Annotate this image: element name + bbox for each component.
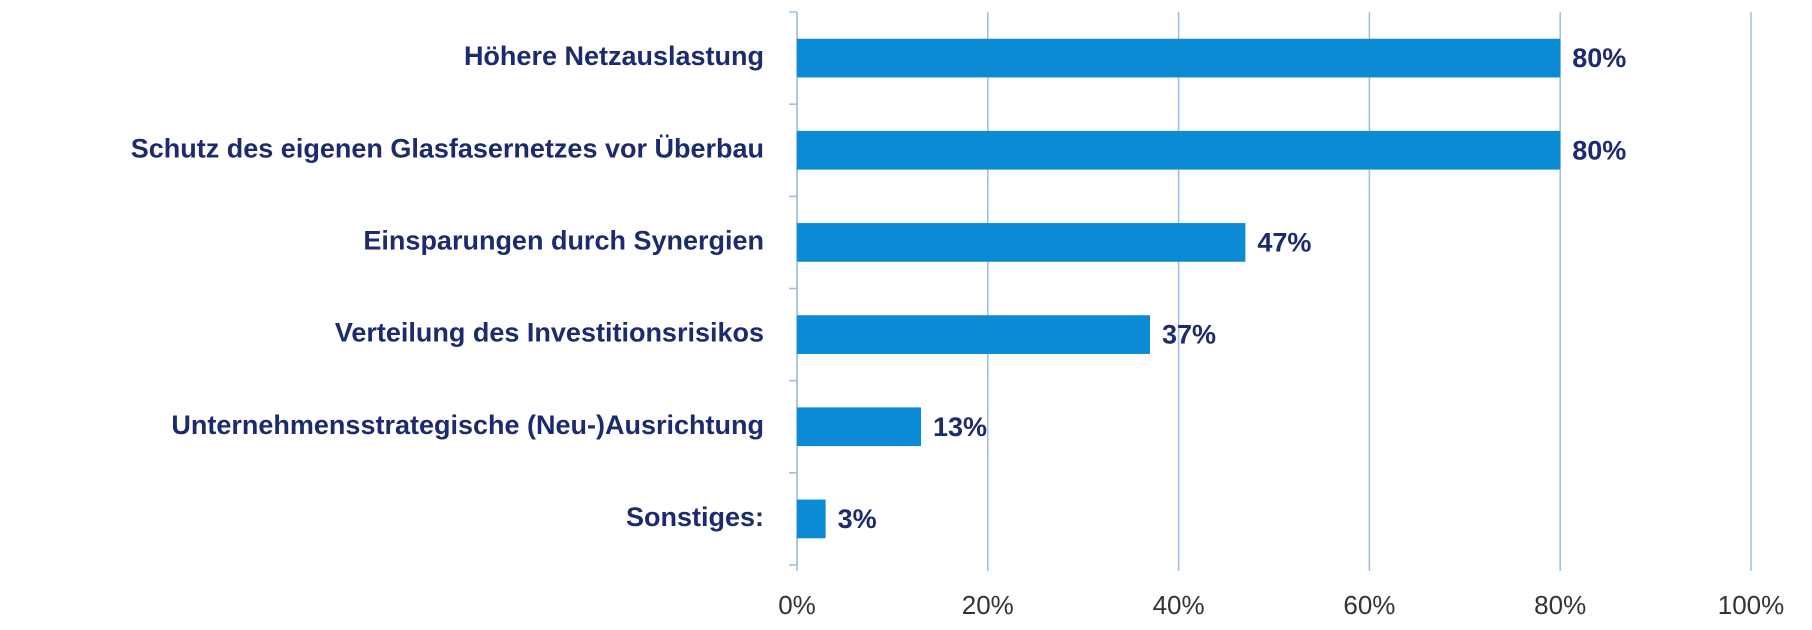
bar — [797, 407, 922, 447]
x-tick-label: 0% — [778, 590, 816, 620]
bar — [797, 315, 1150, 354]
value-label: 47% — [1257, 228, 1311, 258]
bar — [797, 223, 1246, 262]
x-tick-label: 40% — [1153, 590, 1205, 620]
value-label: 3% — [838, 504, 877, 534]
category-label: Verteilung des Investitionsrisikos — [335, 318, 764, 348]
value-label: 80% — [1572, 135, 1626, 165]
category-label: Schutz des eigenen Glasfasernetzes vor Ü… — [131, 133, 764, 163]
bar — [797, 130, 1561, 170]
bar — [797, 499, 826, 539]
value-label: 37% — [1162, 320, 1216, 350]
value-label: 13% — [933, 412, 987, 442]
category-label: Sonstiges: — [626, 502, 764, 532]
category-label: Unternehmensstrategische (Neu-)Ausrichtu… — [171, 410, 764, 440]
category-label: Einsparungen durch Synergien — [363, 226, 764, 256]
x-tick-label: 60% — [1343, 590, 1395, 620]
category-label: Höhere Netzauslastung — [464, 41, 764, 71]
x-tick-label: 80% — [1534, 590, 1586, 620]
bar — [797, 38, 1561, 78]
x-tick-label: 20% — [962, 590, 1014, 620]
value-label: 80% — [1572, 43, 1626, 73]
x-tick-label: 100% — [1718, 590, 1785, 620]
